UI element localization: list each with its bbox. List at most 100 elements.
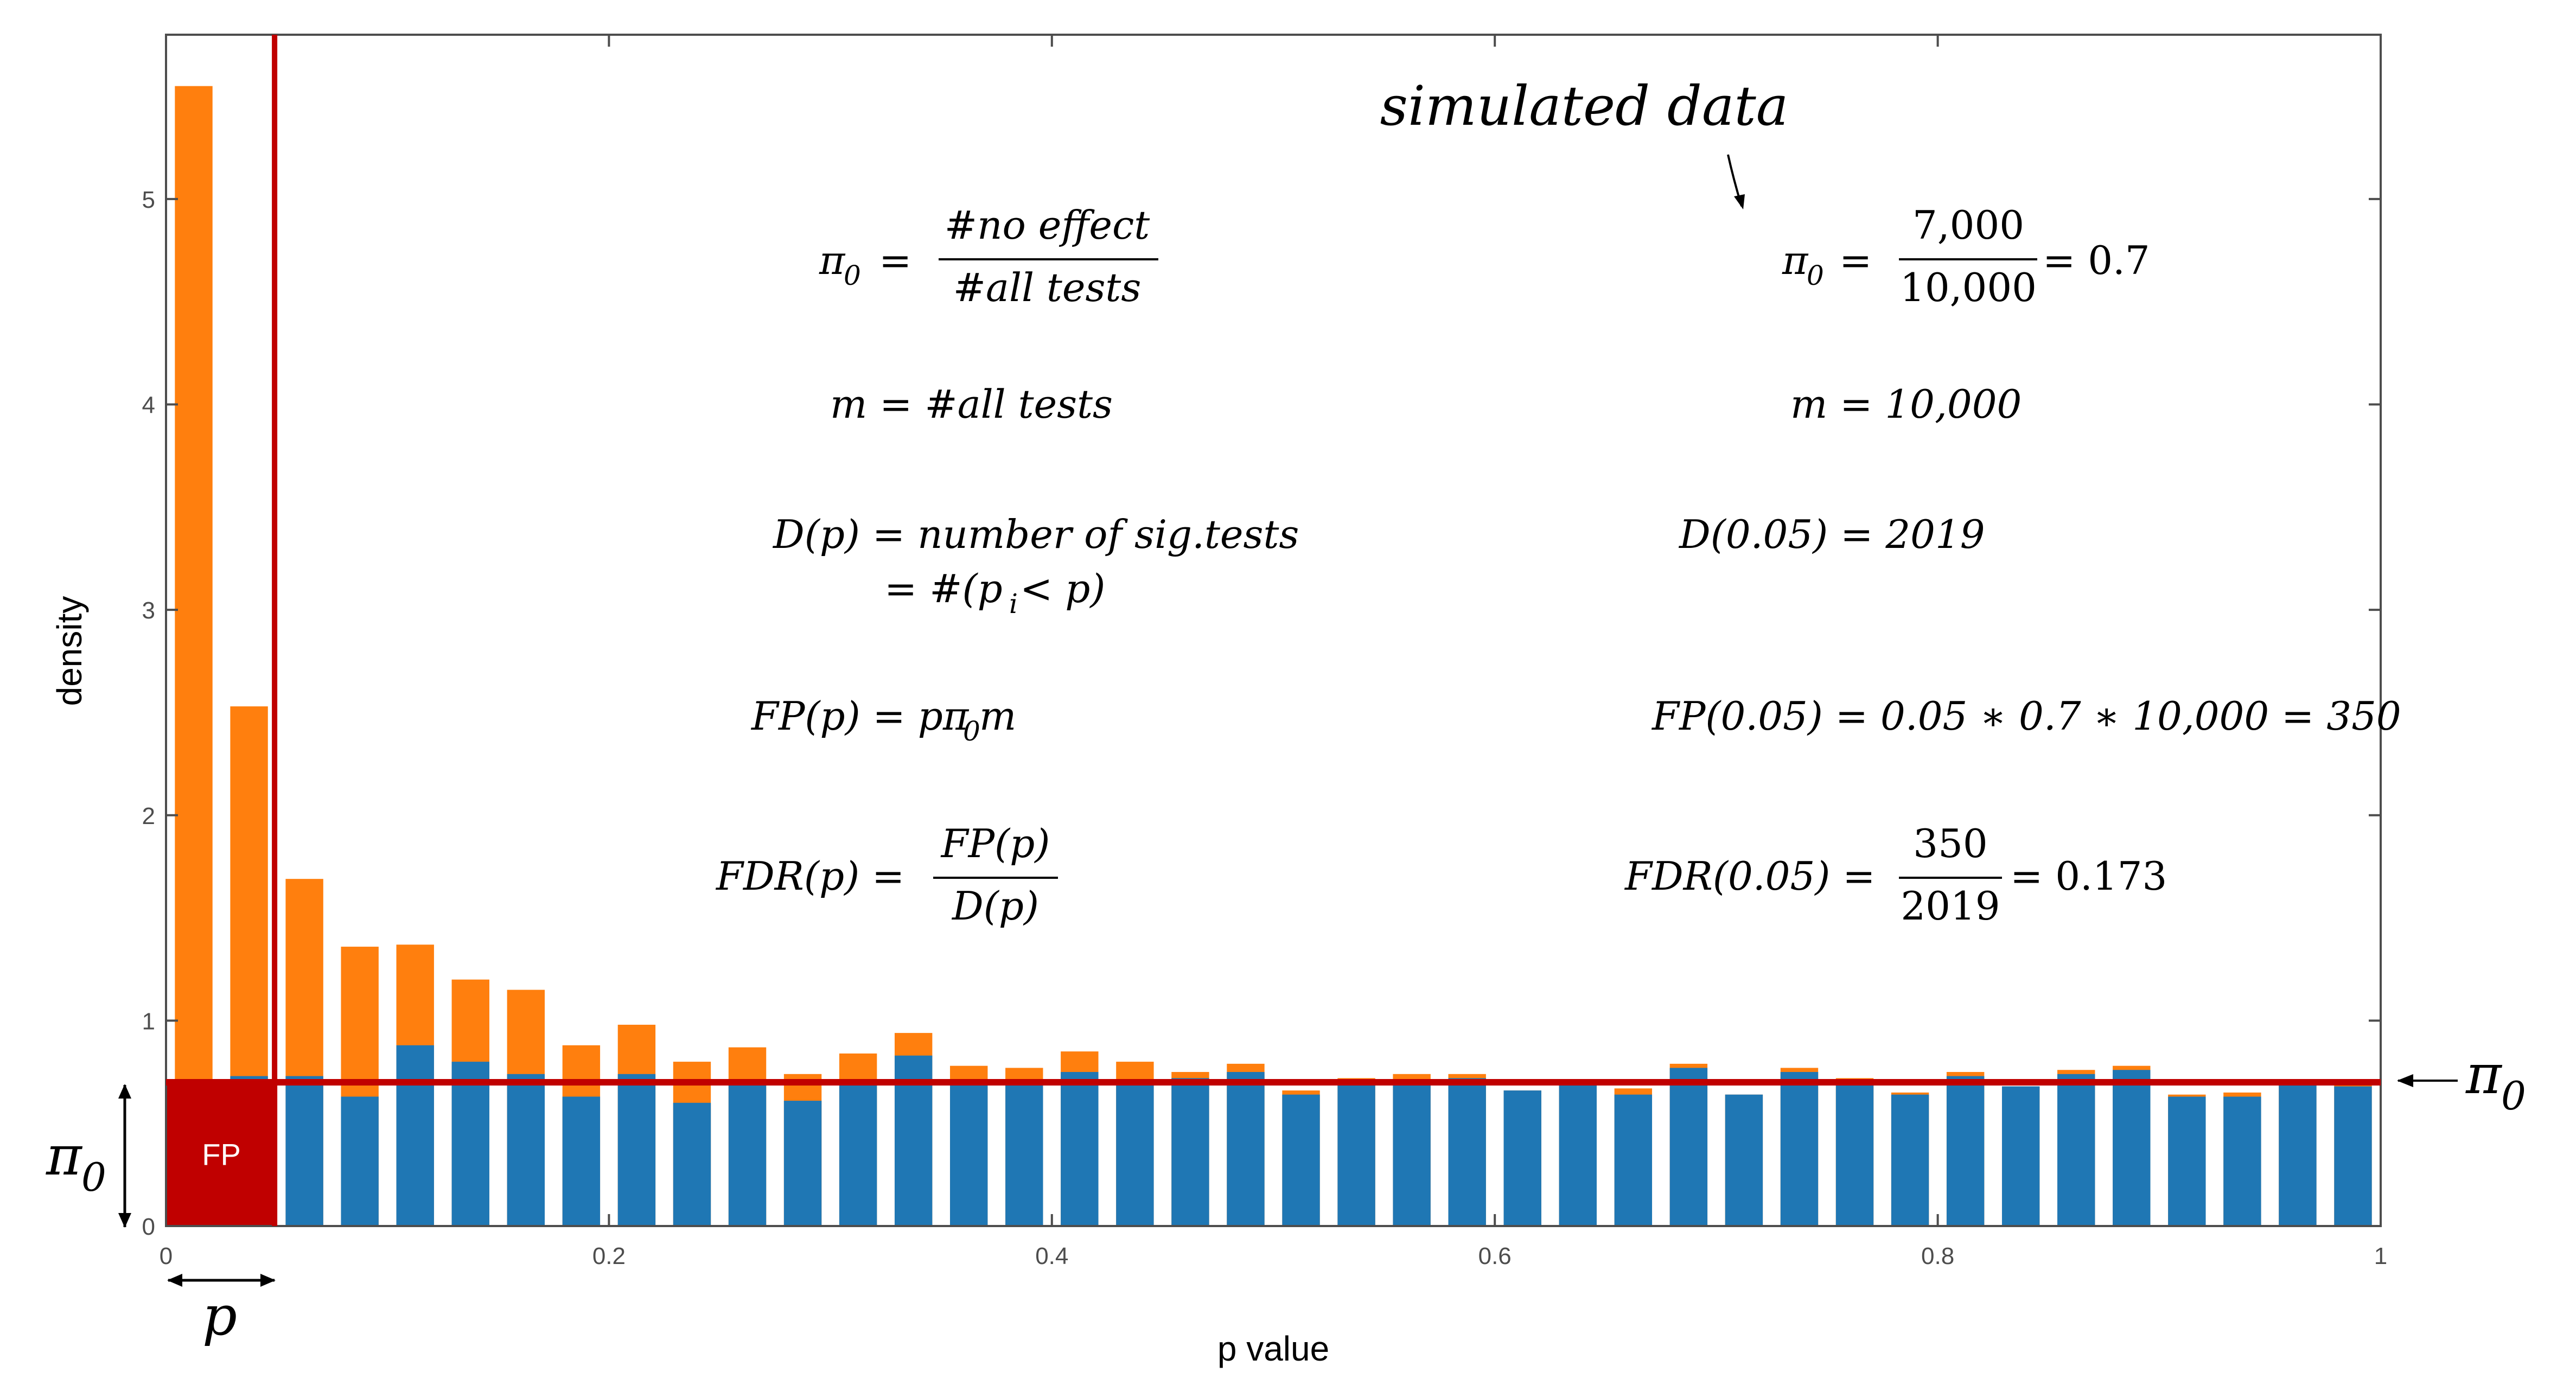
formula-pi0-definition: π 0 = #no effect #all tests (819, 202, 1158, 310)
blue-bar-19 (1227, 1072, 1265, 1226)
formula-D-definition: D(p) = number of sig.tests (772, 512, 1299, 557)
svg-text:7,000: 7,000 (1912, 202, 2024, 248)
svg-text:π: π (1782, 238, 1809, 283)
svg-text:FDR(p) =: FDR(p) = (715, 853, 904, 899)
svg-text:FDR(0.05) =: FDR(0.05) = (1624, 853, 1876, 899)
blue-bar-12 (839, 1082, 877, 1226)
orange-bar-0 (175, 86, 213, 1226)
blue-bar-36 (2168, 1096, 2206, 1226)
x-tick-label: 1 (2374, 1243, 2387, 1269)
blue-bar-33 (2001, 1086, 2040, 1226)
blue-bar-20 (1282, 1094, 1320, 1226)
blue-bar-3 (341, 1096, 379, 1226)
blue-bar-2 (285, 1076, 323, 1226)
svg-text:< p): < p) (1020, 566, 1105, 611)
blue-bar-25 (1559, 1082, 1597, 1226)
svg-text:D(p): D(p) (951, 883, 1039, 929)
formula-FDR-value: FDR(0.05) = 350 2019 = 0.173 (1624, 821, 2167, 929)
formula-D-count: = #(p i < p) (884, 566, 1105, 620)
y-tick-label: 1 (142, 1008, 155, 1035)
left-formulas: π 0 = #no effect #all tests m = #all tes… (715, 202, 1299, 929)
svg-text:i: i (1009, 588, 1018, 620)
svg-text:#no effect: #no effect (945, 202, 1150, 248)
blue-bar-23 (1448, 1078, 1486, 1226)
blue-bar-22 (1393, 1082, 1431, 1226)
svg-text:350: 350 (1913, 821, 1987, 866)
blue-bar-28 (1725, 1094, 1763, 1226)
svg-text:0: 0 (1807, 260, 1824, 291)
pi0-side-subscript: 0 (2501, 1073, 2526, 1119)
svg-text:10,000: 10,000 (1900, 265, 2037, 310)
x-tick-label: 0 (160, 1243, 173, 1269)
blue-bar-18 (1171, 1078, 1209, 1226)
pi0-axis-subscript: 0 (81, 1154, 106, 1200)
formula-m-value: m = 10,000 (1790, 381, 2022, 427)
fp-region (166, 1082, 277, 1226)
blue-bar-26 (1614, 1094, 1653, 1226)
svg-text:= #(p: = #(p (884, 566, 1003, 611)
y-tick-label: 3 (142, 597, 155, 624)
blue-bar-15 (1005, 1080, 1043, 1226)
svg-text:= 0.173: = 0.173 (2010, 853, 2167, 899)
svg-text:0: 0 (963, 716, 980, 747)
pi0-axis-symbol: π (46, 1124, 83, 1188)
formula-FDR-definition: FDR(p) = FP(p) D(p) (715, 821, 1058, 929)
svg-text:=: = (879, 238, 911, 283)
formula-D-value: D(0.05) = 2019 (1678, 512, 1985, 557)
formula-m-definition: m = #all tests (830, 381, 1113, 427)
pi0-side-marker: π 0 (2397, 1043, 2526, 1119)
right-formulas: π 0 = 7,000 10,000 = 0.7 m = 10,000 D(0.… (1624, 202, 2401, 929)
simulated-data-annotation: simulated data (1380, 74, 1789, 209)
p-width-marker: p (167, 1274, 276, 1348)
blue-bar-17 (1116, 1080, 1154, 1226)
blue-bar-29 (1780, 1072, 1819, 1226)
blue-bar-32 (1946, 1076, 1985, 1226)
svg-text:π: π (819, 238, 846, 283)
y-tick-label: 0 (142, 1214, 155, 1240)
svg-text:= 0.7: = 0.7 (2043, 238, 2150, 283)
svg-text:0: 0 (844, 260, 861, 291)
blue-bar-24 (1503, 1090, 1541, 1226)
blue-bar-34 (2057, 1074, 2095, 1226)
svg-text:FP(p): FP(p) (940, 821, 1050, 866)
svg-text:=: = (1839, 238, 1872, 283)
svg-text:FP(p) = pπ: FP(p) = pπ (750, 693, 970, 739)
y-axis-title: density (50, 596, 89, 706)
x-tick-label: 0.6 (1478, 1243, 1512, 1269)
blue-bar-6 (507, 1074, 545, 1226)
formula-pi0-value: π 0 = 7,000 10,000 = 0.7 (1782, 202, 2150, 310)
blue-bar-35 (2113, 1070, 2151, 1226)
blue-bar-9 (673, 1102, 711, 1226)
formula-FP-value: FP(0.05) = 0.05 ∗ 0.7 ∗ 10,000 = 350 (1651, 693, 2401, 739)
blue-bar-31 (1891, 1094, 1929, 1226)
fp-label: FP (202, 1137, 241, 1171)
blue-bar-39 (2334, 1086, 2372, 1226)
blue-bar-11 (783, 1101, 822, 1226)
x-tick-label: 0.2 (592, 1243, 626, 1269)
blue-bar-21 (1337, 1082, 1375, 1226)
blue-bar-7 (562, 1096, 601, 1226)
pi0-side-symbol: π (2465, 1043, 2503, 1106)
blue-bar-16 (1061, 1072, 1099, 1226)
p-label: p (202, 1284, 237, 1348)
blue-bar-38 (2279, 1082, 2317, 1226)
y-tick-label: 5 (142, 187, 155, 213)
blue-bar-14 (950, 1082, 988, 1226)
x-tick-label: 0.4 (1035, 1243, 1068, 1269)
blue-bar-5 (451, 1062, 489, 1226)
blue-bar-8 (617, 1074, 656, 1226)
blue-bar-30 (1835, 1082, 1874, 1226)
y-tick-label: 4 (142, 392, 155, 419)
formula-FP-definition: FP(p) = pπ 0 m (750, 693, 1016, 747)
simulated-data-label: simulated data (1380, 74, 1789, 138)
x-axis-title: p value (1217, 1329, 1329, 1368)
blue-bar-37 (2223, 1096, 2261, 1226)
x-tick-label: 0.8 (1921, 1243, 1954, 1269)
pi0-axis-marker: π 0 (46, 1084, 131, 1228)
svg-text:2019: 2019 (1901, 883, 2000, 929)
x-axis: 0 0.2 0.4 0.6 0.8 1 (160, 35, 2387, 1269)
blue-bar-4 (396, 1045, 434, 1226)
blue-bar-27 (1669, 1068, 1708, 1226)
plot-frame (165, 34, 2382, 1227)
